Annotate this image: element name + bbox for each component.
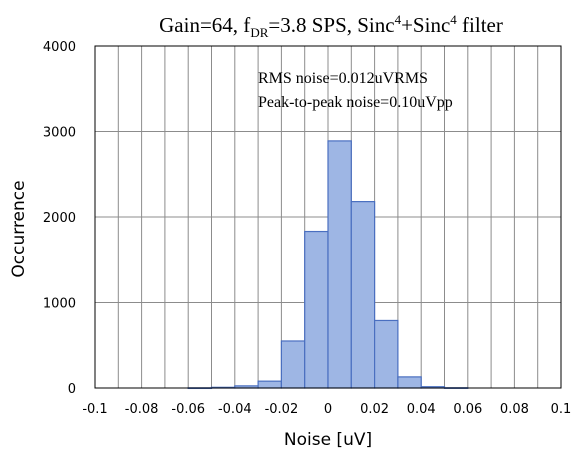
histogram-bar bbox=[257, 380, 283, 389]
histogram-bars bbox=[187, 140, 469, 390]
x-tick-label: 0.06 bbox=[453, 402, 482, 417]
y-tick-label: 3000 bbox=[43, 126, 76, 141]
title-prefix: Gain=64, f bbox=[159, 13, 250, 37]
x-tick-label: -0.06 bbox=[171, 402, 205, 417]
histogram-bar bbox=[374, 319, 399, 389]
x-tick-label: -0.02 bbox=[265, 402, 299, 417]
y-tick-labels: 0 1000 2000 3000 4000 bbox=[43, 40, 76, 397]
chart-title: Gain=64, fDR=3.8 SPS, Sinc4+Sinc4 filter bbox=[159, 12, 503, 40]
y-tick-label: 1000 bbox=[43, 297, 76, 312]
title-suffix: filter bbox=[457, 13, 503, 37]
x-tick-label: 0 bbox=[324, 402, 332, 417]
histogram-bar bbox=[350, 201, 376, 389]
x-tick-label: 0.02 bbox=[360, 402, 389, 417]
x-axis-label: Noise [uV] bbox=[284, 430, 372, 450]
peak-to-peak-annotation: Peak-to-peak noise=0.10uVpp bbox=[258, 94, 453, 111]
histogram-bar bbox=[327, 140, 352, 389]
histogram-bar bbox=[304, 230, 329, 389]
rms-noise-annotation: RMS noise=0.012uVRMS bbox=[258, 70, 428, 87]
title-plus-sinc: +Sinc bbox=[401, 13, 450, 37]
histogram-bar bbox=[280, 340, 306, 389]
title-superscript-2: 4 bbox=[450, 12, 457, 27]
title-middle: =3.8 SPS, Sinc bbox=[268, 13, 394, 37]
y-tick-label: 4000 bbox=[43, 40, 76, 55]
y-tick-label: 0 bbox=[68, 382, 76, 397]
y-axis-label: Occurrence bbox=[9, 180, 29, 277]
y-tick-label: 2000 bbox=[43, 211, 76, 226]
x-tick-label: -0.08 bbox=[125, 402, 159, 417]
title-superscript-1: 4 bbox=[395, 12, 402, 27]
x-tick-label: 0.1 bbox=[551, 402, 572, 417]
x-tick-label: -0.1 bbox=[82, 402, 107, 417]
title-subscript: DR bbox=[250, 25, 268, 40]
histogram-bar bbox=[397, 376, 422, 389]
plot-area-border bbox=[94, 45, 562, 389]
x-tick-labels: -0.1 -0.08 -0.06 -0.04 -0.02 0 0.02 0.04 0.06 0.0… bbox=[82, 402, 571, 417]
x-tick-label: 0.08 bbox=[500, 402, 529, 417]
x-tick-label: 0.04 bbox=[407, 402, 436, 417]
x-tick-label: -0.04 bbox=[218, 402, 252, 417]
